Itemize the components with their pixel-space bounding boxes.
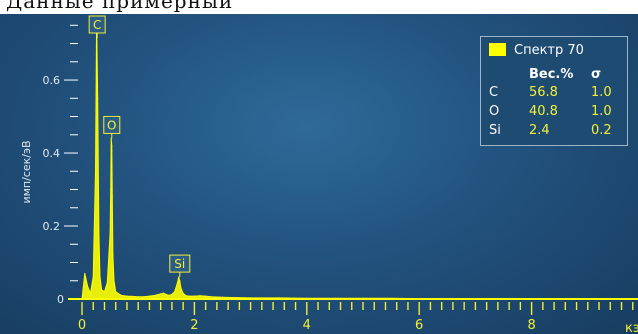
legend-swatch xyxy=(489,43,506,56)
spectrum-point xyxy=(171,293,173,295)
spectrum-point xyxy=(587,298,589,300)
spectrum-point xyxy=(446,298,448,300)
spectrum-point xyxy=(137,296,139,298)
spectrum-point xyxy=(182,292,184,295)
spectrum-point xyxy=(89,292,91,295)
spectrum-point xyxy=(176,282,179,284)
plot-area: 0 0.2 0.4 0.6 0 2 4 6 8 C O Si имп/сек/эВ кэ Спект… xyxy=(0,14,638,334)
legend-spectrum-label: Спектр 70 xyxy=(514,43,584,58)
spectrum-point xyxy=(111,196,113,198)
legend-col-sigma: σ xyxy=(591,67,602,82)
spectrum-point xyxy=(165,294,167,296)
spectrum-point xyxy=(168,294,170,296)
legend-sigma: 1.0 xyxy=(591,85,612,100)
spectrum-point xyxy=(250,297,252,299)
spectrum-point xyxy=(94,170,97,172)
spectrum-point xyxy=(334,297,336,299)
spectrum-point xyxy=(531,298,533,300)
spectrum-series xyxy=(81,17,638,300)
spectrum-point xyxy=(185,295,187,297)
spectrum-point xyxy=(193,295,195,297)
clipped-caption: Данные примерный xyxy=(0,0,638,14)
legend-sigma: 1.0 xyxy=(591,104,612,119)
spectrum-point xyxy=(199,295,201,297)
legend-sigma: 0.2 xyxy=(591,123,612,138)
spectrum-point xyxy=(115,291,117,293)
spectrum-point xyxy=(143,296,145,298)
legend-weight: 56.8 xyxy=(529,85,558,100)
x-tick-label: 0 xyxy=(78,318,86,333)
spectrum-point xyxy=(233,296,235,299)
spectrum-point xyxy=(362,297,364,299)
spectrum-point xyxy=(160,293,162,295)
spectrum-point xyxy=(418,298,420,300)
legend-element: O xyxy=(489,104,500,119)
spectrum-point xyxy=(178,276,180,278)
spectrum-point xyxy=(106,282,108,284)
spectrum-point xyxy=(101,289,103,291)
spectrum-point xyxy=(87,285,89,287)
y-tick-label: 0.2 xyxy=(43,220,61,233)
legend-title: Спектр 70 xyxy=(489,43,584,58)
spectrum-point xyxy=(98,232,100,234)
spectrum-point xyxy=(126,295,128,297)
spectrum-point xyxy=(109,232,111,234)
y-zero-label: 0 xyxy=(57,293,64,306)
spectrum-point xyxy=(120,294,122,296)
peak-label: O xyxy=(107,118,116,132)
x-tick-label: 2 xyxy=(190,318,198,333)
spectrum-point xyxy=(180,287,182,289)
spectrum-point xyxy=(221,296,224,298)
spectrum-point xyxy=(148,295,150,297)
spectrum-point xyxy=(92,276,94,278)
legend-element: Si xyxy=(489,123,501,138)
peak-label: Si xyxy=(174,257,185,271)
spectrum-point xyxy=(559,298,561,300)
y-tick-label: 0.6 xyxy=(43,74,61,87)
x-axis-label: кэ xyxy=(625,321,638,334)
spectrum-point xyxy=(174,291,176,293)
y-tick-label: 0.4 xyxy=(43,147,61,160)
x-tick-label: 8 xyxy=(527,318,535,333)
legend-element: C xyxy=(489,85,499,100)
spectrum-point xyxy=(99,276,101,278)
legend-weight: 2.4 xyxy=(529,123,550,138)
spectrum-point xyxy=(278,297,280,299)
clipped-caption-text: Данные примерный xyxy=(6,0,234,13)
spectrum-point xyxy=(113,280,115,282)
spectrum-point xyxy=(306,297,308,299)
spectrum-point xyxy=(81,298,83,300)
spectrum-point xyxy=(210,296,212,298)
spectrum-point xyxy=(615,298,617,300)
y-axis-label: имп/сек/эВ xyxy=(20,140,33,203)
spectrum-point xyxy=(112,254,114,256)
legend-col-weight: Вес.% xyxy=(529,67,574,82)
spectrum-point xyxy=(179,280,181,282)
spectrum-point xyxy=(84,272,86,275)
spectrum-point xyxy=(474,298,476,300)
spectrum-point xyxy=(162,292,165,294)
spectrum-point xyxy=(154,294,156,296)
spectrum-point xyxy=(502,298,505,300)
spectrum-point xyxy=(111,145,113,147)
spectrum-point xyxy=(205,295,207,297)
spectrum-point xyxy=(390,297,392,299)
spectrum-point xyxy=(110,188,112,191)
legend-weight: 40.8 xyxy=(529,104,558,119)
spectrum-point xyxy=(103,291,106,293)
spectrum-point xyxy=(188,295,190,297)
spectrum-point xyxy=(97,97,99,99)
peak-label: C xyxy=(93,18,101,32)
spectrum-point xyxy=(132,295,134,297)
x-tick-label: 6 xyxy=(415,318,423,333)
x-tick-label: 4 xyxy=(303,318,311,333)
legend-panel: Спектр 70 Вес.% σ C 56.8 1.0 O 40.8 1.0 … xyxy=(480,36,628,146)
